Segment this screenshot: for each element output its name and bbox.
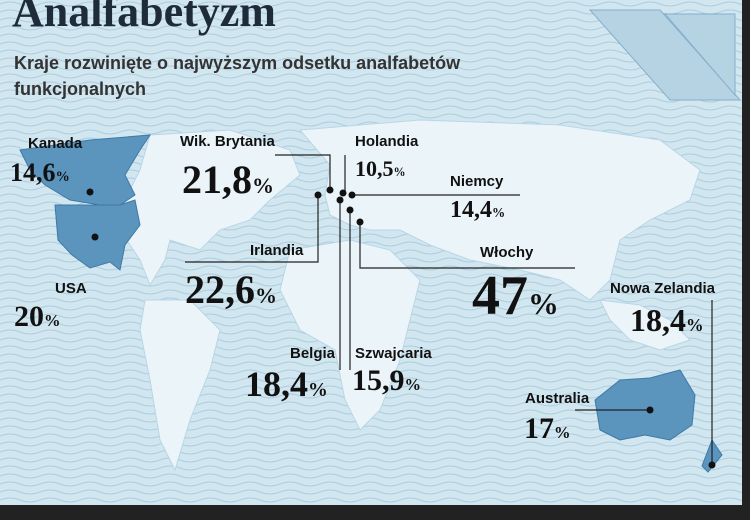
value-number: 18,4 [245,364,308,404]
country-value: 47% [472,268,559,324]
highlighted-countries [19,134,723,473]
value-number: 10,5 [355,156,394,181]
country-value: 10,5% [355,158,406,180]
country-name: Holandia [355,133,419,150]
value-unit: % [393,165,406,179]
value-unit: % [686,315,704,335]
value-unit: % [252,173,274,198]
city-dots [86,186,716,469]
country-value: 14,6% [10,160,70,186]
bottom-bar [0,505,750,520]
right-bar [742,0,750,520]
value-number: 21,8 [182,157,252,202]
country-name: USA [55,280,87,297]
country-name: Australia [525,390,590,407]
country-name: Kanada [28,135,83,152]
country-value: 17% [524,414,571,444]
subtitle: Kraje rozwinięte o najwyższym odsetku an… [14,53,461,99]
value-number: 47 [472,265,528,327]
value-unit: % [404,375,422,394]
value-unit: % [528,287,559,321]
value-unit: % [55,169,70,185]
country-name: Niemcy [450,173,504,190]
country-name: Nowa Zelandia [610,280,716,297]
value-unit: % [308,379,328,401]
value-unit: % [492,205,506,220]
country-value: 18,4% [630,304,704,336]
title: Analfabetyzm [12,0,276,36]
book-icon [588,9,742,101]
value-unit: % [554,423,571,442]
value-number: 17 [524,412,554,445]
leader-lines [185,154,713,465]
country-name: Belgia [290,345,336,362]
country-value: 18,4% [245,366,328,402]
value-number: 14,4 [450,197,492,223]
value-number: 22,6 [185,267,255,312]
country-name: Irlandia [250,242,304,259]
country-value: 14,4% [450,198,505,222]
value-number: 20 [14,300,44,333]
country-name: Szwajcaria [355,345,432,362]
value-unit: % [44,311,61,330]
country-value: 15,9% [352,366,421,396]
country-value: 20% [14,302,61,332]
country-name: Wik. Brytania [180,133,275,150]
value-number: 18,4 [630,302,686,338]
value-number: 15,9 [352,364,405,397]
country-name: Włochy [480,244,534,261]
value-unit: % [255,283,277,308]
country-value: 22,6% [185,270,277,310]
value-number: 14,6 [10,158,56,187]
country-value: 21,8% [182,160,274,200]
